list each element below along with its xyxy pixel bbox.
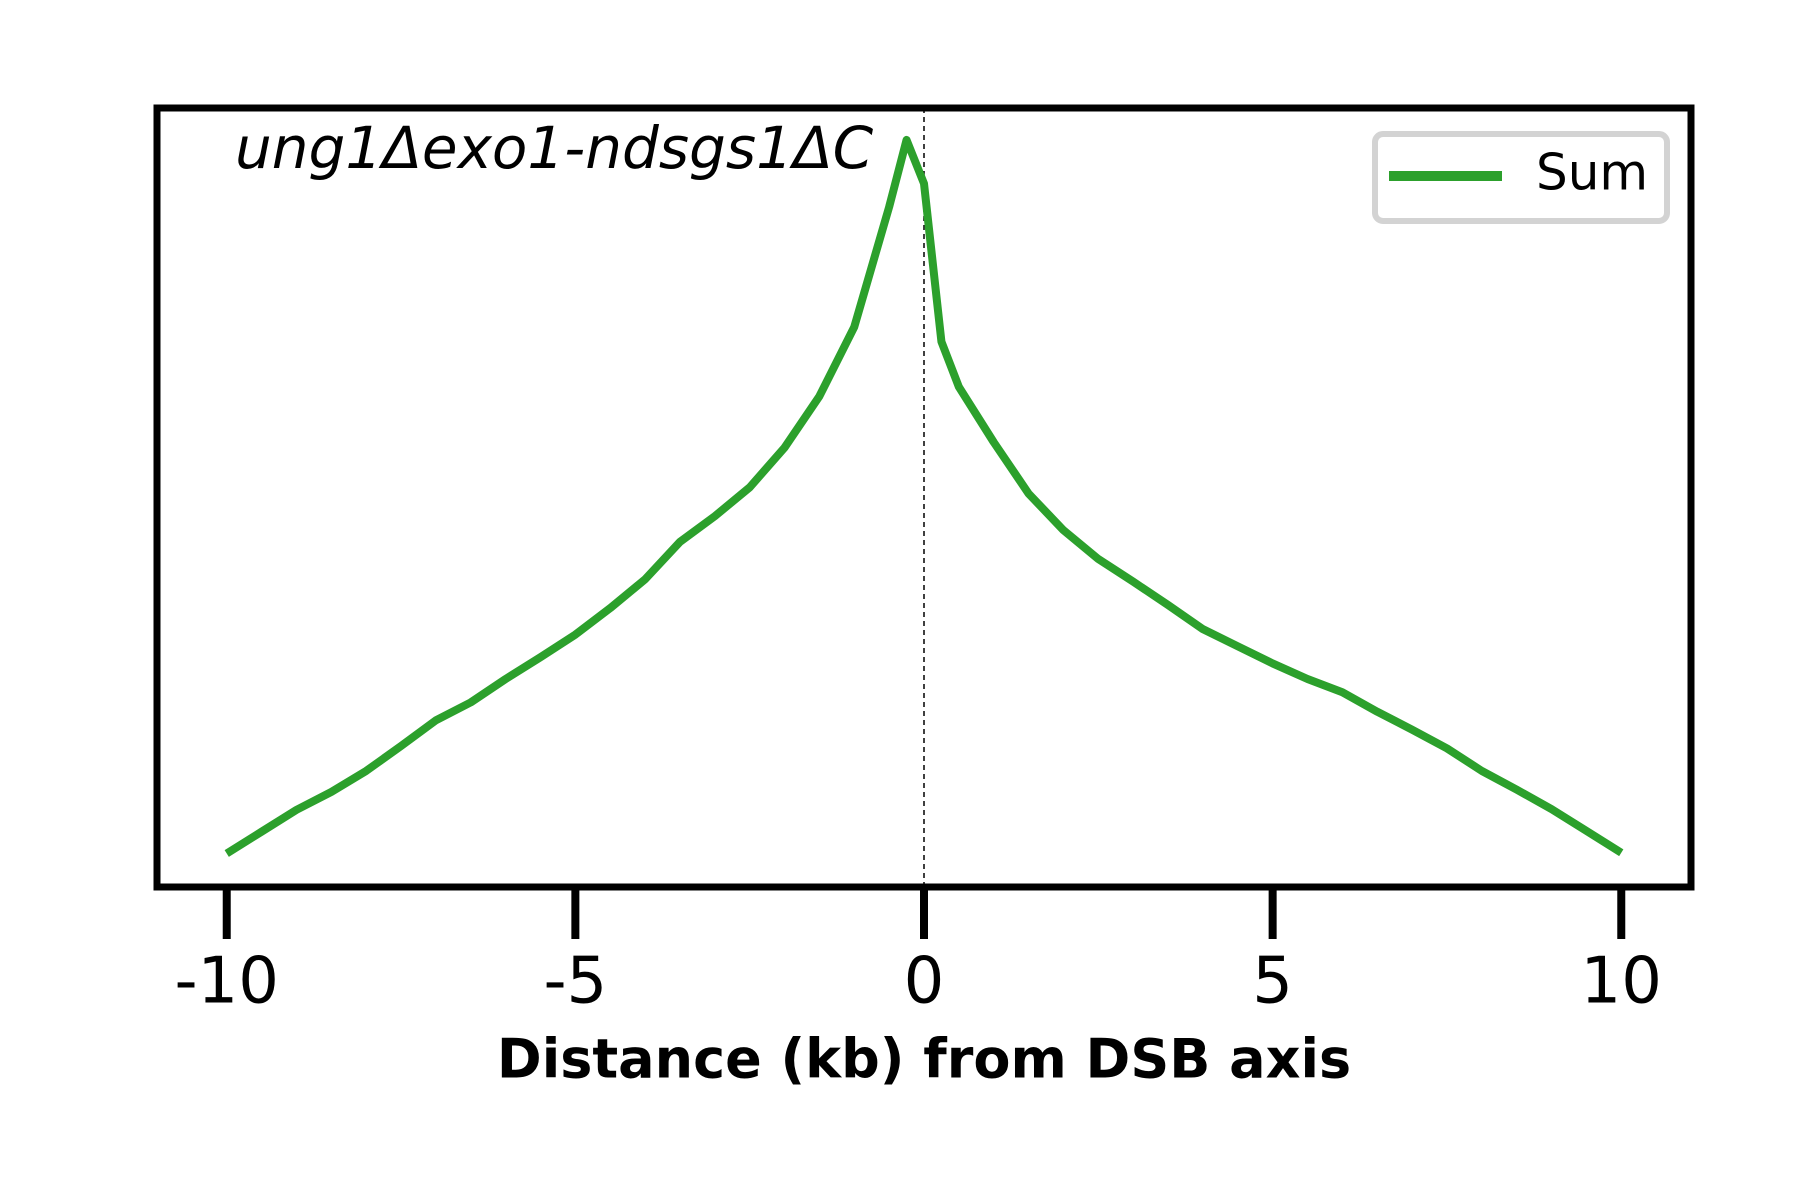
legend-label: Sum	[1536, 144, 1648, 202]
x-tick-label: 10	[1581, 945, 1662, 1019]
plot-frame	[153, 104, 1695, 891]
data-line	[224, 135, 1624, 857]
x-tick-label: 5	[1252, 945, 1293, 1019]
x-tick-label: -5	[543, 945, 607, 1019]
x-tick-label: -10	[174, 945, 279, 1019]
annotation: ung1Δexo1-ndsgs1ΔC	[235, 114, 874, 182]
x-tick-label: 0	[904, 945, 945, 1019]
x-axis-label: Distance (kb) from DSB axis	[497, 1028, 1351, 1091]
legend-box	[1372, 131, 1670, 224]
